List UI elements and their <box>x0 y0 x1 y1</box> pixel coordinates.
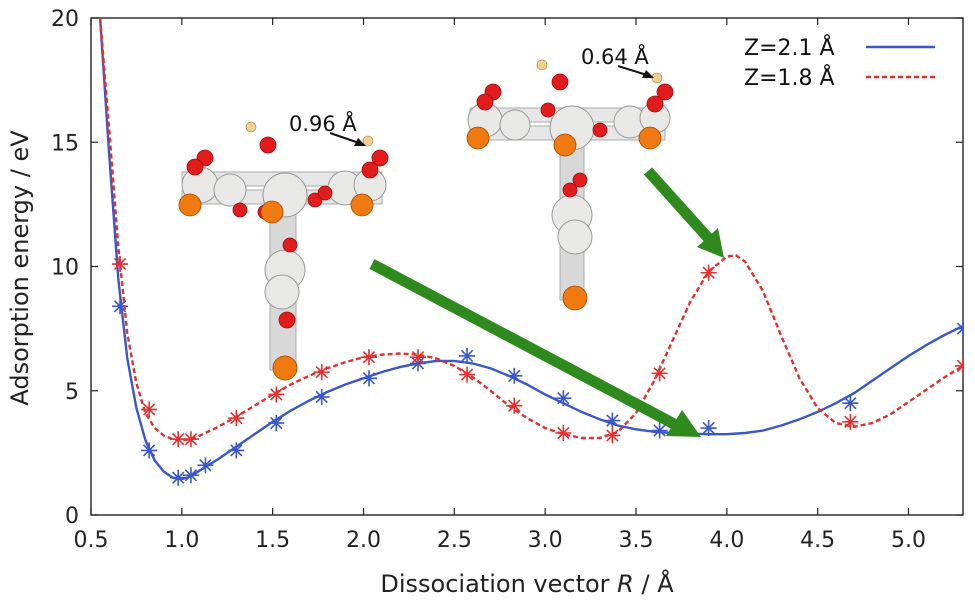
legend: Z=2.1 Å Z=1.8 Å <box>744 34 935 91</box>
series-2-marker <box>360 349 377 366</box>
x-tick-label: 2.0 <box>346 528 381 553</box>
molecule-structure-left <box>178 121 389 381</box>
plot-frame <box>90 17 964 516</box>
molecule-structure-right <box>466 59 674 311</box>
series-1-marker <box>360 370 377 387</box>
series-1-marker <box>268 415 285 432</box>
legend-label-series-1: Z=2.1 Å <box>744 34 835 61</box>
y-axis-ticks: 0 5 10 15 20 <box>51 7 963 529</box>
y-tick-label: 5 <box>65 380 79 405</box>
green-arrowhead-long <box>666 410 701 437</box>
green-arrows <box>369 167 724 437</box>
series-1-marker <box>604 412 621 429</box>
y-tick-label: 10 <box>51 256 79 281</box>
series-1-marker <box>228 442 245 459</box>
series-2-marker <box>700 264 717 281</box>
series-2-marker <box>313 364 330 381</box>
y-tick-label: 20 <box>51 7 79 32</box>
series-2-marker <box>651 365 668 382</box>
annotation-arrowhead-1 <box>354 138 366 146</box>
series-1-marker <box>182 467 199 484</box>
series-1-marker <box>459 347 476 364</box>
series-1-marker <box>197 457 214 474</box>
x-tick-label: 1.0 <box>164 528 199 553</box>
series-2-marker <box>955 357 963 374</box>
series-layer <box>98 18 963 486</box>
series-2-line <box>98 18 963 442</box>
green-arrowhead-short <box>697 228 724 258</box>
series-2-marker <box>170 431 187 448</box>
x-tick-label: 3.5 <box>619 528 654 553</box>
x-axis-label-var: R <box>617 570 634 598</box>
series-1-marker <box>506 367 523 384</box>
x-tick-label: 5.0 <box>891 528 926 553</box>
x-tick-label: 4.0 <box>709 528 744 553</box>
legend-label-series-2: Z=1.8 Å <box>744 64 835 91</box>
series-2 <box>98 18 963 448</box>
series-2-marker <box>555 424 572 441</box>
x-tick-label: 0.5 <box>74 528 109 553</box>
y-tick-label: 0 <box>65 504 79 529</box>
series-1-marker <box>651 422 668 439</box>
series-2-marker <box>506 397 523 414</box>
series-1-marker <box>955 320 963 337</box>
x-tick-label: 3.0 <box>528 528 563 553</box>
series-2-marker <box>268 386 285 403</box>
x-tick-label: 4.5 <box>800 528 835 553</box>
series-1 <box>98 18 963 486</box>
series-2-marker <box>604 427 621 444</box>
series-2-marker <box>141 401 158 418</box>
x-axis-label: Dissociation vector R / Å <box>380 569 674 598</box>
series-2-marker <box>410 349 426 366</box>
x-axis-label-pre: Dissociation vector <box>380 570 617 598</box>
green-arrow-long <box>369 259 679 430</box>
x-axis-ticks: 0.5 1.0 1.5 2.0 2.5 3.0 3.5 4.0 4.5 5.0 <box>74 18 926 553</box>
series-1-marker <box>170 469 187 486</box>
series-1-marker <box>555 390 572 407</box>
annotation-bond-length-2: 0.64 Å <box>581 43 649 69</box>
series-1-marker <box>141 442 158 459</box>
series-2-marker <box>842 413 859 430</box>
series-1-marker <box>842 395 859 412</box>
x-tick-label: 1.5 <box>255 528 290 553</box>
annotation-bond-length-1: 0.96 Å <box>289 110 357 136</box>
y-axis-label: Adsorption energy / eV <box>6 130 34 406</box>
series-2-marker <box>459 366 476 383</box>
series-2-marker <box>182 431 199 448</box>
y-tick-label: 15 <box>51 131 79 156</box>
series-1-marker <box>313 388 330 405</box>
series-1-marker <box>700 420 717 437</box>
green-arrow-short <box>643 167 715 244</box>
annotation-arrowhead-2 <box>642 70 654 78</box>
x-axis-label-post: / Å <box>634 569 674 598</box>
series-2-marker <box>228 410 245 427</box>
x-tick-label: 2.5 <box>437 528 472 553</box>
series-2-marker <box>112 256 129 273</box>
